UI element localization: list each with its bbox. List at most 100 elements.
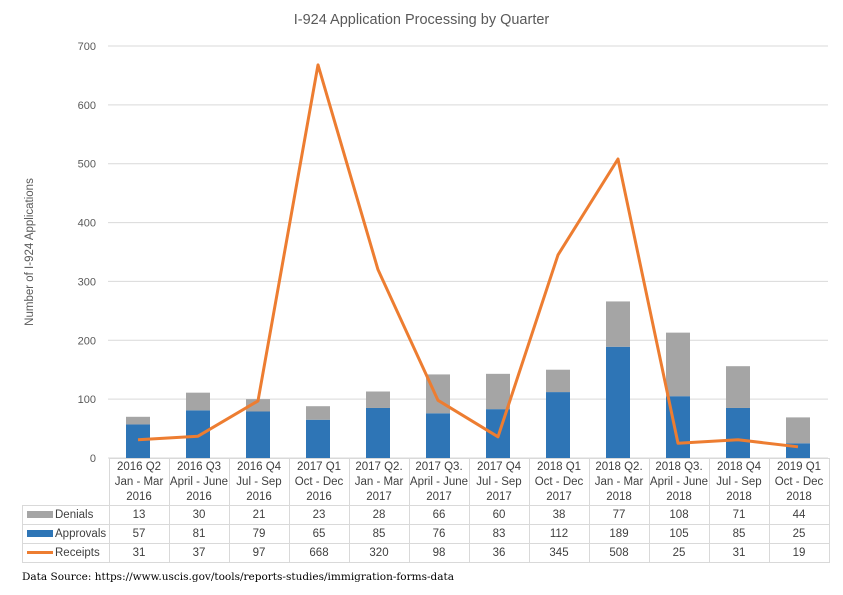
- bar-approvals: [186, 410, 210, 458]
- category-label-line: 2018: [606, 490, 632, 503]
- category-label: 2017 Q4 Jul - Sep 2017: [468, 458, 530, 506]
- y-tick-label: 500: [78, 159, 96, 171]
- bar-denials: [546, 369, 570, 393]
- category-label: 2017 Q1 Oct - Dec 2016: [288, 458, 350, 506]
- data-label: 77: [588, 505, 650, 525]
- category-label: 2018 Q3. April - June 2018: [648, 458, 710, 506]
- category-label-line: 2017: [366, 490, 392, 503]
- legend-entry: Denials: [22, 505, 110, 525]
- category-label-line: 2017: [426, 490, 452, 503]
- bars: [126, 301, 810, 458]
- data-label: 320: [348, 543, 410, 563]
- data-label: 85: [708, 524, 770, 544]
- bar-denials: [726, 366, 750, 408]
- category-label-line: Jul - Sep: [716, 475, 762, 488]
- category-label-line: April - June: [409, 475, 469, 488]
- category-label-line: 2018 Q1: [536, 460, 582, 473]
- data-label: 508: [588, 543, 650, 563]
- category-label-line: 2018 Q4: [716, 460, 762, 473]
- category-label-line: 2017: [486, 490, 512, 503]
- y-tick-label: 300: [78, 276, 96, 288]
- receipts-line-layer: [137, 63, 799, 449]
- category-label: 2018 Q1 Oct - Dec 2017: [528, 458, 590, 506]
- legend-key-receipts: [27, 551, 53, 555]
- bar-denials: [366, 391, 390, 408]
- legend-key-denials: [27, 511, 53, 519]
- bar-approvals: [366, 407, 390, 458]
- category-label-line: 2018: [726, 490, 752, 503]
- bar-denials: [246, 399, 270, 412]
- data-label: 345: [528, 543, 590, 563]
- category-label: 2017 Q2. Jan - Mar 2017: [348, 458, 410, 506]
- bar-approvals: [126, 424, 150, 458]
- bar-denials: [126, 416, 150, 425]
- category-label: 2017 Q3. April - June 2017: [408, 458, 470, 506]
- table-row-denials: Denials 13 30 21 23 28 66 60 38 77 108 71 44: [22, 505, 830, 525]
- data-label: 19: [768, 543, 830, 563]
- category-label-line: Oct - Dec: [534, 475, 584, 488]
- data-label: 28: [348, 505, 410, 525]
- legend-key-approvals: [27, 530, 53, 538]
- data-label: 97: [228, 543, 290, 563]
- data-label: 13: [108, 505, 170, 525]
- data-label: 25: [648, 543, 710, 563]
- category-label-line: 2017 Q1: [296, 460, 342, 473]
- bar-denials: [606, 301, 630, 347]
- category-label-line: 2018: [666, 490, 692, 503]
- category-label-line: 2018: [786, 490, 812, 503]
- y-tick-label: 600: [78, 100, 96, 112]
- data-label: 76: [408, 524, 470, 544]
- category-label-line: Jan - Mar: [354, 475, 404, 488]
- category-label-line: April - June: [649, 475, 709, 488]
- data-label: 60: [468, 505, 530, 525]
- data-label: 57: [108, 524, 170, 544]
- category-label-line: 2018 Q2.: [595, 460, 643, 473]
- category-label-line: 2016 Q2: [116, 460, 162, 473]
- data-label: 31: [708, 543, 770, 563]
- category-label-line: Jan - Mar: [114, 475, 164, 488]
- bar-denials: [666, 332, 690, 397]
- data-label: 81: [168, 524, 230, 544]
- data-label: 23: [288, 505, 350, 525]
- category-label: 2016 Q2 Jan - Mar 2016: [108, 458, 170, 506]
- legend-entry: Approvals: [22, 524, 110, 544]
- category-label-line: 2019 Q1: [776, 460, 822, 473]
- category-label-line: Jul - Sep: [476, 475, 522, 488]
- legend-label: Denials: [55, 509, 94, 521]
- legend-label: Approvals: [55, 528, 107, 540]
- bar-approvals: [246, 411, 270, 458]
- data-label: 65: [288, 524, 350, 544]
- y-tick-label: 200: [78, 335, 96, 347]
- data-label: 21: [228, 505, 290, 525]
- data-label: 108: [648, 505, 710, 525]
- legend-entry: Receipts: [22, 543, 110, 563]
- category-label: 2018 Q4 Jul - Sep 2018: [708, 458, 770, 506]
- category-label-line: April - June: [169, 475, 229, 488]
- category-label-line: Oct - Dec: [774, 475, 824, 488]
- chart-title: I-924 Application Processing by Quarter: [293, 12, 550, 28]
- data-label: 30: [168, 505, 230, 525]
- category-label: 2018 Q2. Jan - Mar 2018: [588, 458, 650, 506]
- bar-approvals: [606, 346, 630, 458]
- category-label-line: 2017 Q4: [476, 460, 522, 473]
- data-label: 36: [468, 543, 530, 563]
- category-label-line: 2018 Q3.: [655, 460, 703, 473]
- bar-approvals: [726, 407, 750, 458]
- y-tick-label: 700: [78, 41, 96, 53]
- data-label: 37: [168, 543, 230, 563]
- bar-approvals: [306, 419, 330, 458]
- data-label: 105: [648, 524, 710, 544]
- bar-denials: [306, 406, 330, 420]
- bar-approvals: [546, 392, 570, 458]
- bar-approvals: [426, 413, 450, 458]
- data-label: 98: [408, 543, 470, 563]
- category-label: 2016 Q3 April - June 2016: [168, 458, 230, 506]
- category-label-line: 2017 Q3.: [415, 460, 463, 473]
- table-row-receipts: Receipts 31 37 97 668 320 98 36 345 508 25 31 19: [22, 543, 830, 563]
- category-label-line: 2016: [306, 490, 332, 503]
- table-header-row: 2016 Q2 Jan - Mar 2016 2016 Q3 April - June 2…: [22, 458, 830, 506]
- category-label: 2019 Q1 Oct - Dec 2018: [768, 458, 830, 506]
- category-label-line: 2016 Q3: [176, 460, 222, 473]
